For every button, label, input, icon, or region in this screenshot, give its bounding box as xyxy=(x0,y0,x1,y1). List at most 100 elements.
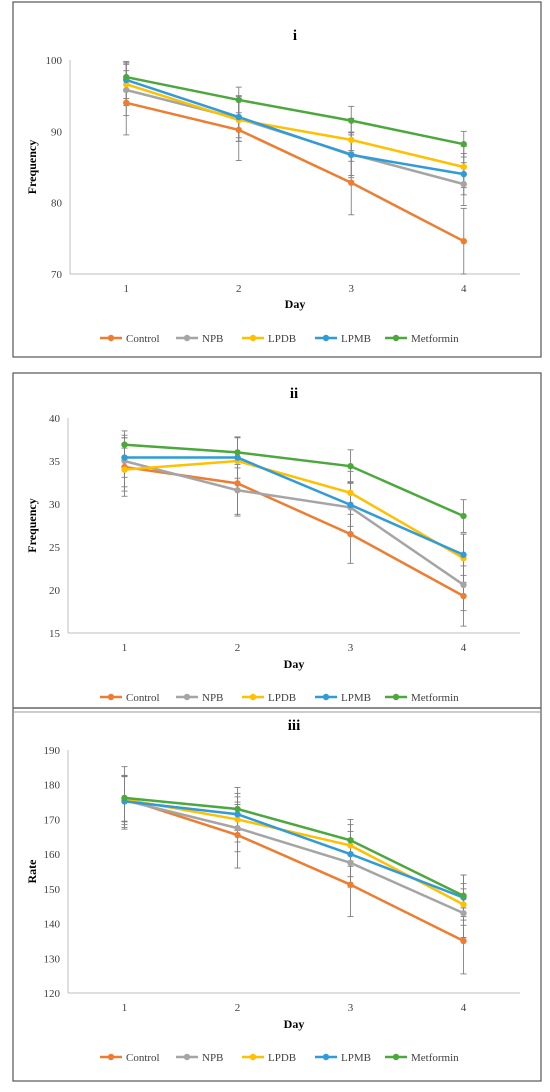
legend-swatch-marker xyxy=(107,1053,115,1061)
data-point-npb xyxy=(123,86,130,94)
data-point-metformin xyxy=(234,805,241,813)
y-tick-label: 170 xyxy=(44,814,61,826)
data-point-metformin xyxy=(234,449,241,456)
chart-title: i xyxy=(293,28,297,44)
data-point-npb xyxy=(234,824,241,832)
y-tick-label: 100 xyxy=(46,55,63,67)
chart-title: iii xyxy=(288,718,301,734)
y-tick-label: 130 xyxy=(44,953,61,965)
data-point-control xyxy=(460,937,467,945)
data-point-control xyxy=(234,831,241,839)
data-point-lpmb xyxy=(347,501,354,509)
legend-label: Metformin xyxy=(411,1052,459,1064)
data-point-lpmb xyxy=(234,811,241,818)
legend-label: LPDB xyxy=(268,333,296,345)
data-point-control xyxy=(347,530,354,538)
data-point-npb xyxy=(347,859,354,867)
legend-swatch-marker xyxy=(392,693,400,701)
x-tick-label: 2 xyxy=(235,1002,241,1014)
y-tick-label: 15 xyxy=(49,628,61,640)
series-line-lpmb xyxy=(124,456,465,556)
data-point-lpdb xyxy=(347,489,354,497)
legend-swatch-marker xyxy=(322,693,330,701)
series-line-metformin xyxy=(124,443,465,518)
legend-swatch-marker xyxy=(392,1053,400,1061)
y-tick-label: 140 xyxy=(44,919,61,931)
data-point-metformin xyxy=(123,73,130,81)
y-tick-label: 150 xyxy=(44,884,61,896)
data-point-lpmb xyxy=(460,170,467,178)
series-line-control xyxy=(125,101,465,243)
legend-swatch-marker xyxy=(322,1053,330,1061)
x-tick-label: 2 xyxy=(235,642,241,654)
data-point-npb xyxy=(460,909,467,917)
x-tick-label: 4 xyxy=(461,642,467,654)
legend-swatch-marker xyxy=(107,334,115,342)
data-point-control xyxy=(348,179,355,186)
data-point-lpmb xyxy=(348,151,355,159)
legend-swatch-marker xyxy=(107,693,115,701)
x-tick-label: 3 xyxy=(348,1002,354,1014)
x-tick-label: 2 xyxy=(236,283,242,295)
x-axis-label: Day xyxy=(284,657,305,671)
chart-panel-iii: iii 120 130 140 150 160 170 180 190 1 2 3 4 Day Rate Co… xyxy=(25,718,520,1064)
data-point-lpdb xyxy=(121,466,128,473)
legend-label: LPMB xyxy=(341,333,371,345)
legend-label: LPDB xyxy=(268,1052,296,1064)
y-tick-label: 25 xyxy=(49,542,61,554)
y-tick-label: 80 xyxy=(51,198,63,210)
y-tick-label: 30 xyxy=(49,499,61,511)
series-line-lpdb xyxy=(124,459,465,560)
legend-label: NPB xyxy=(202,692,223,704)
data-point-lpmb xyxy=(235,113,242,121)
x-tick-label: 3 xyxy=(348,642,354,654)
x-tick-label: 1 xyxy=(122,642,128,654)
series-line-lpdb xyxy=(125,83,465,169)
x-tick-label: 3 xyxy=(349,283,355,295)
legend-label: LPMB xyxy=(341,1052,371,1064)
data-point-lpdb xyxy=(347,842,354,849)
data-point-lpmb xyxy=(234,454,241,461)
legend-swatch-marker xyxy=(183,334,191,342)
x-tick-label: 4 xyxy=(461,1002,467,1014)
chart-panel-ii: ii 15 20 25 30 35 40 1 2 3 4 Day Frequency Control NPB… xyxy=(25,386,520,704)
data-point-metformin xyxy=(347,837,354,844)
data-point-control xyxy=(347,881,354,888)
data-point-control xyxy=(234,480,241,487)
data-point-metformin xyxy=(348,117,355,124)
legend-label: LPDB xyxy=(268,692,296,704)
legend-label: Control xyxy=(126,692,160,704)
data-point-control xyxy=(235,126,242,134)
data-point-control xyxy=(460,237,467,245)
legend-label: Metformin xyxy=(411,692,459,704)
legend-label: Control xyxy=(126,333,160,345)
data-point-npb xyxy=(460,581,467,589)
data-point-lpdb xyxy=(234,816,241,823)
y-tick-label: 90 xyxy=(51,126,63,138)
y-axis-label: Rate xyxy=(25,859,39,884)
y-tick-label: 70 xyxy=(51,269,63,281)
data-point-metformin xyxy=(235,96,242,104)
legend-swatch-marker xyxy=(249,693,257,701)
data-point-lpmb xyxy=(347,850,354,858)
legend-swatch-marker xyxy=(183,1053,191,1061)
series-line-lpmb xyxy=(125,78,464,176)
chart-title: ii xyxy=(290,386,298,402)
legend-label: Metformin xyxy=(411,333,459,345)
y-tick-label: 20 xyxy=(49,585,61,597)
data-point-lpdb xyxy=(460,901,467,908)
y-tick-label: 40 xyxy=(49,413,61,425)
data-point-metformin xyxy=(121,794,128,802)
data-point-lpdb xyxy=(460,163,467,171)
y-tick-label: 120 xyxy=(44,988,61,1000)
data-point-metformin xyxy=(347,462,354,470)
x-axis-label: Day xyxy=(284,1017,305,1031)
legend-swatch-marker xyxy=(392,334,400,342)
data-point-metformin xyxy=(460,140,467,148)
panel-frame-i xyxy=(12,1,542,358)
chart-panel-i: i 70 80 90 100 1 2 3 4 Day Frequency Control NPB LPDB… xyxy=(25,28,520,345)
y-tick-label: 190 xyxy=(44,745,61,757)
series-line-metformin xyxy=(126,75,465,146)
data-point-npb xyxy=(234,487,241,494)
